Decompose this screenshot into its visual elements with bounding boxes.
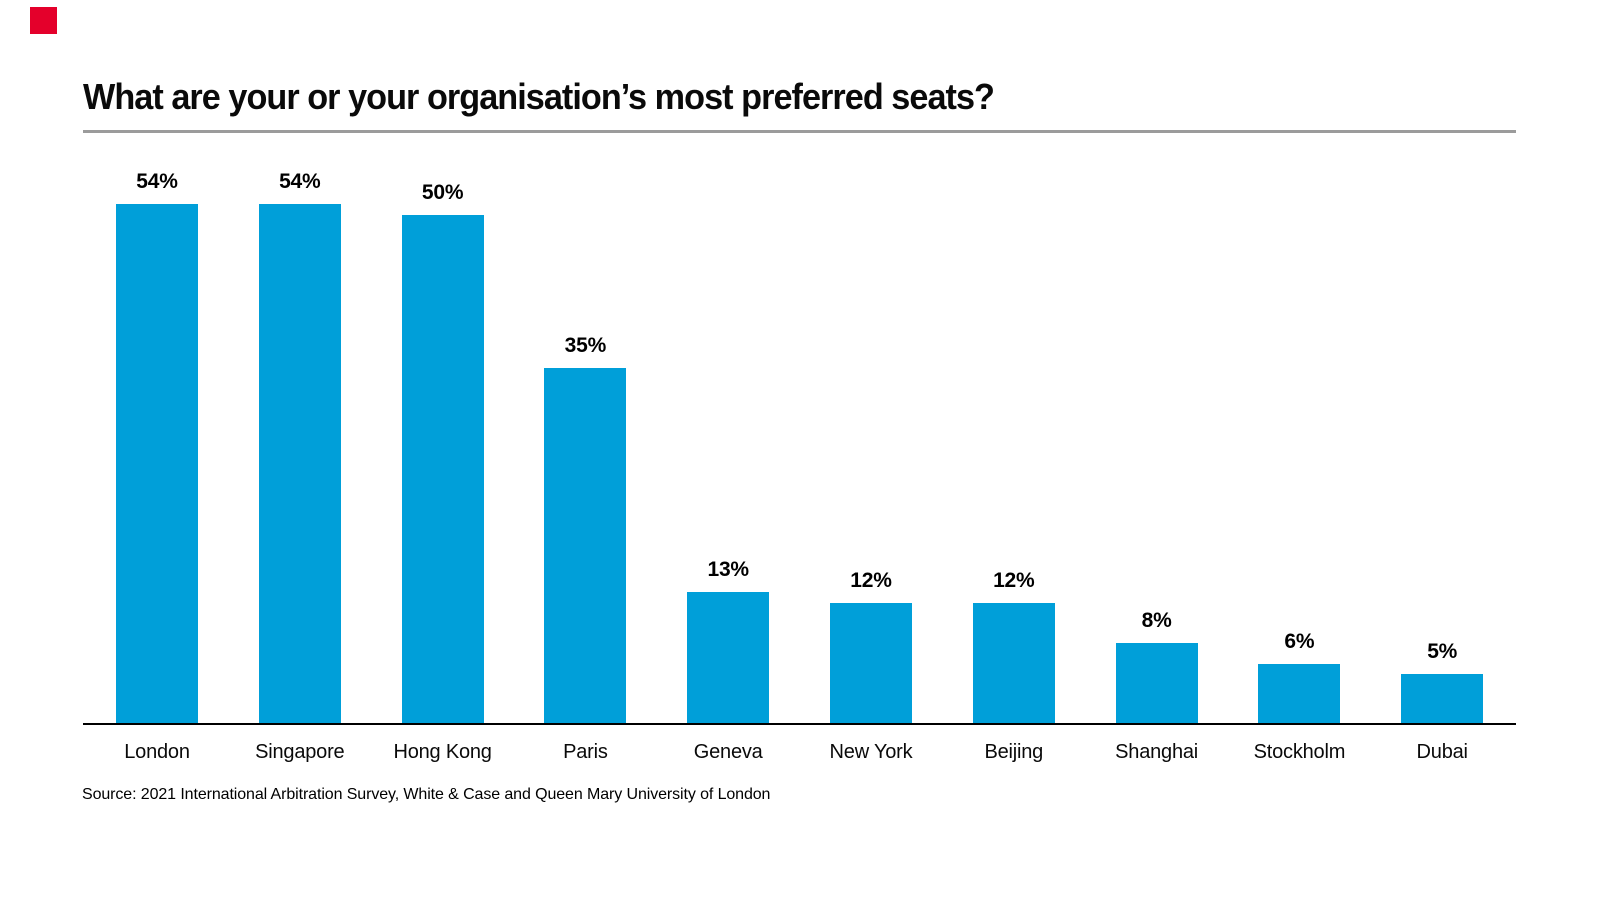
bar [1401,674,1484,725]
bar [258,204,341,725]
x-axis-line [83,723,1516,725]
bar-value-label: 54% [279,170,321,193]
chart-title: What are your or your organisation’s mos… [83,76,995,117]
title-underline-rule [83,130,1516,133]
bar [1258,664,1341,725]
bar [972,603,1055,725]
bar [830,603,912,725]
bar-value-label: 13% [707,558,749,581]
bar-category-label: Singapore [255,741,345,763]
bar-category-label: Stockholm [1253,741,1346,763]
bar-category-label: Hong Kong [393,741,492,763]
bar-value-label: 8% [1141,609,1172,632]
bar-value-label: 54% [136,170,178,193]
bar [401,215,484,725]
bar-value-label: 6% [1284,630,1315,653]
bar-category-label: New York [829,741,913,763]
bar [1115,643,1198,725]
bar [544,368,627,725]
bar-category-label: London [124,741,190,763]
bar-category-label: Shanghai [1115,741,1199,763]
bar-category-label: Beijing [984,741,1044,763]
bar-category-label: Geneva [693,741,763,763]
bar-value-label: 50% [421,181,464,204]
bar-category-label: Paris [563,741,608,763]
bar-category-label: Dubai [1416,741,1468,763]
bar-value-label: 12% [993,569,1035,592]
bar-value-label: 5% [1427,640,1458,663]
bar [116,204,198,725]
bar [687,592,770,725]
bar-value-label: 12% [850,569,892,592]
bar-value-label: 35% [564,334,607,357]
brand-square-icon [30,7,57,34]
source-note: Source: 2021 International Arbitration S… [82,786,771,803]
